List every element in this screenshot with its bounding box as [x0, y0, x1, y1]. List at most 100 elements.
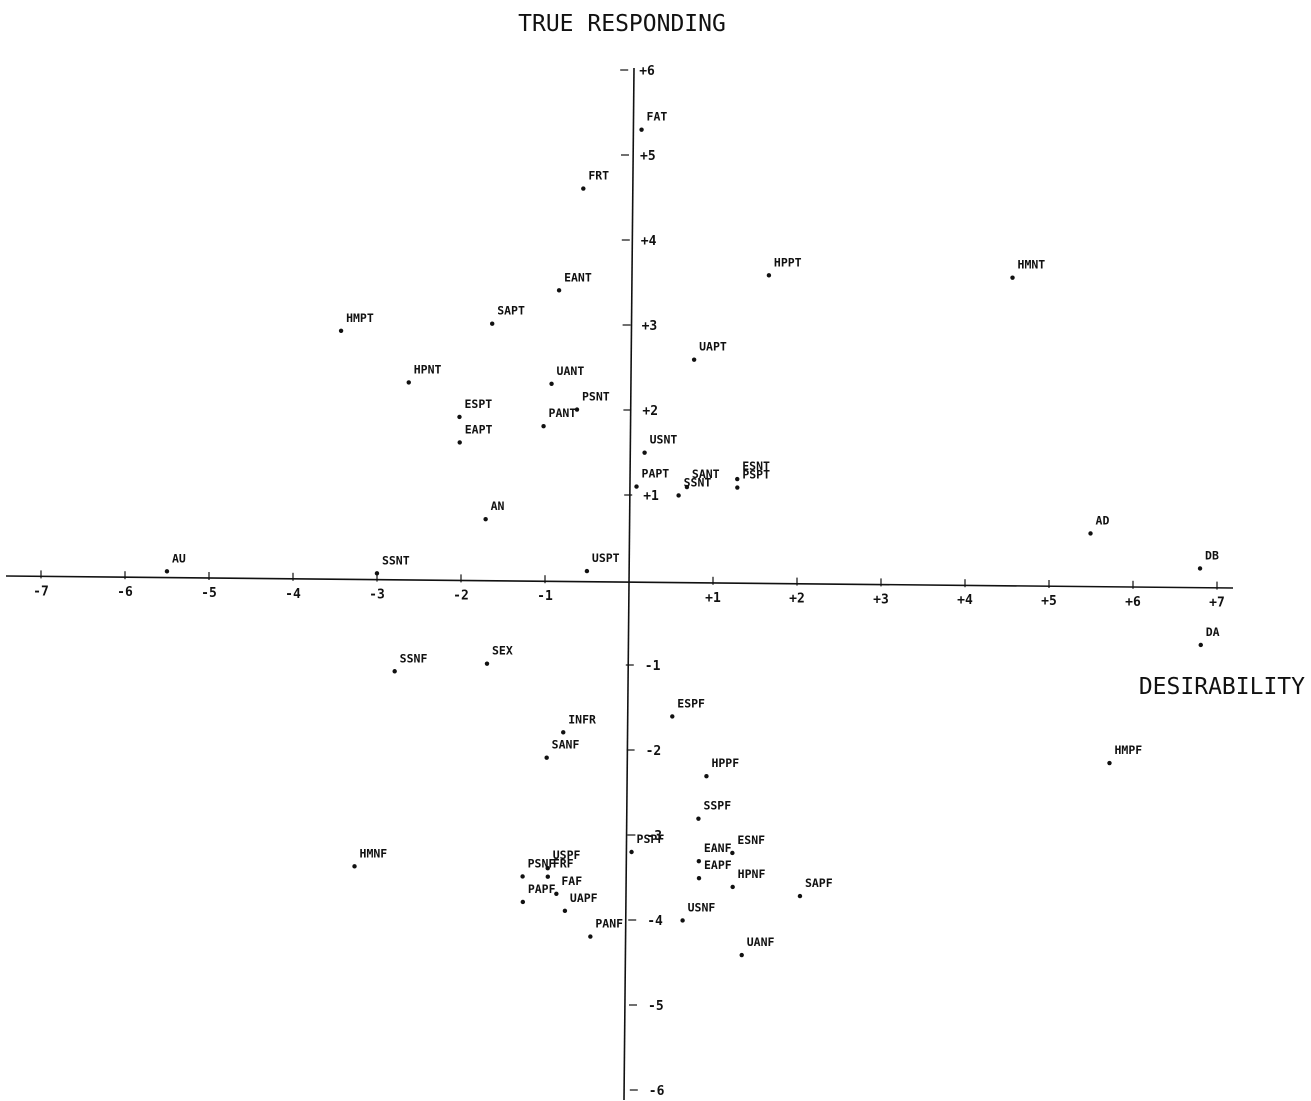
data-points: FAT FRT HPPT HMNT EANT SAPT HMPT UAPT HPNT UANT PS… — [164, 110, 1220, 958]
x-tick-label: -2 — [453, 588, 469, 603]
data-point-label: EAPT — [465, 422, 493, 436]
y-tick-label: -1 — [645, 659, 661, 674]
x-tick-label: -6 — [117, 585, 133, 600]
data-point-label: HPPF — [711, 756, 739, 770]
data-point-label: SANT — [692, 467, 720, 481]
data-point-label: SEX — [492, 644, 513, 658]
data-point-label: HMPF — [1114, 743, 1142, 757]
data-point-label: SAPT — [497, 304, 525, 318]
data-point-label: SANF — [552, 738, 580, 752]
data-point — [520, 874, 525, 879]
data-point-label: HPNT — [414, 362, 442, 376]
data-point-label: UAPT — [699, 340, 727, 354]
x-tick-label: +3 — [873, 592, 889, 607]
data-point-label: AU — [172, 551, 186, 565]
data-point-label: DB — [1205, 548, 1219, 562]
y-tick-label: -6 — [649, 1084, 665, 1099]
data-point-label: PSPF — [637, 832, 665, 846]
x-tick-label: -5 — [201, 586, 217, 601]
data-point-label: PSNT — [582, 390, 610, 404]
data-point — [544, 755, 549, 760]
x-tick-label: +6 — [1125, 595, 1141, 610]
data-point — [1197, 566, 1203, 571]
x-tick-label: +5 — [1041, 594, 1057, 609]
data-point — [1198, 642, 1203, 648]
data-point — [1088, 531, 1093, 536]
data-point — [797, 893, 803, 899]
data-point — [392, 669, 397, 674]
data-point — [574, 407, 580, 412]
data-point-label: ESPF — [677, 696, 705, 710]
data-point-label: HMNT — [1018, 258, 1046, 272]
data-point-label: HMNF — [360, 846, 388, 860]
x-tick-label: +1 — [705, 591, 721, 606]
data-point-label: SSNT — [684, 475, 712, 489]
data-point-label: AD — [1096, 513, 1110, 527]
data-point-label: PAPT — [642, 467, 670, 481]
data-point — [562, 908, 568, 914]
data-point — [352, 864, 357, 869]
axis-ticks: -7 -6 -5 -4 -3 -2 -1 +1 +2 +3 +4 +5 +6 +7 +6 +5 +4 +3 +2 +1… — [33, 64, 1225, 1099]
x-tick-label: +7 — [1209, 596, 1225, 611]
data-point — [696, 875, 702, 881]
data-point — [545, 874, 550, 879]
y-tick-label: +2 — [642, 404, 658, 419]
data-point-label: SAPF — [805, 876, 833, 890]
data-point-label: ESPT — [464, 397, 492, 411]
data-point — [670, 714, 675, 719]
data-point — [545, 866, 550, 871]
data-point — [739, 952, 744, 958]
x-tick-label: -1 — [537, 589, 553, 604]
data-point — [676, 493, 681, 498]
y-tick-label: -5 — [648, 999, 664, 1014]
data-point — [541, 424, 546, 429]
data-point — [634, 484, 639, 489]
data-point-label: USNT — [650, 433, 678, 447]
data-point-label: EANT — [564, 270, 592, 284]
x-axis — [5, 575, 1234, 589]
data-point — [457, 440, 462, 445]
data-point-label: PANT — [549, 406, 577, 420]
data-point-label: FRT — [588, 169, 609, 183]
data-point-label: FAT — [647, 110, 668, 124]
data-point — [457, 414, 462, 420]
data-point-label: FAF — [561, 874, 582, 888]
data-point — [730, 884, 735, 890]
data-point — [704, 774, 709, 779]
y-tick-label: -3 — [646, 829, 662, 844]
y-tick-label: +6 — [639, 64, 655, 79]
data-point — [554, 891, 559, 896]
chart-title: TRUE RESPONDING — [518, 11, 726, 37]
x-tick-label: +4 — [957, 593, 973, 608]
data-point — [642, 450, 647, 455]
data-point — [406, 380, 411, 385]
data-point-label: SSNT — [382, 553, 410, 567]
y-tick-label: +4 — [641, 234, 657, 249]
data-point-label: PANF — [595, 917, 623, 931]
data-point — [735, 485, 740, 490]
data-point-label: HPPT — [774, 255, 802, 269]
data-point-label: EAPF — [704, 858, 732, 872]
data-point-label: UANT — [557, 364, 585, 378]
data-point — [766, 273, 772, 278]
data-point — [584, 568, 590, 574]
data-point — [1107, 760, 1112, 766]
data-point-label: PSPT — [742, 468, 770, 482]
y-tick-label: -4 — [647, 914, 663, 929]
data-point-label: ESNF — [737, 833, 765, 847]
data-point — [581, 186, 586, 191]
data-point — [696, 858, 702, 864]
data-point-label: UAPF — [570, 891, 598, 905]
data-point — [680, 918, 685, 923]
data-point-label: INFR — [568, 712, 596, 726]
data-point-label: PAPF — [528, 882, 556, 896]
data-point-label: SSNF — [400, 651, 428, 665]
y-tick-label: -2 — [646, 744, 662, 759]
data-point — [629, 849, 634, 855]
x-tick-label: -4 — [285, 587, 301, 602]
y-tick-label: +1 — [643, 489, 659, 504]
data-point-label: USPT — [592, 551, 620, 565]
data-point — [374, 571, 380, 576]
data-point-label: AN — [491, 499, 505, 513]
